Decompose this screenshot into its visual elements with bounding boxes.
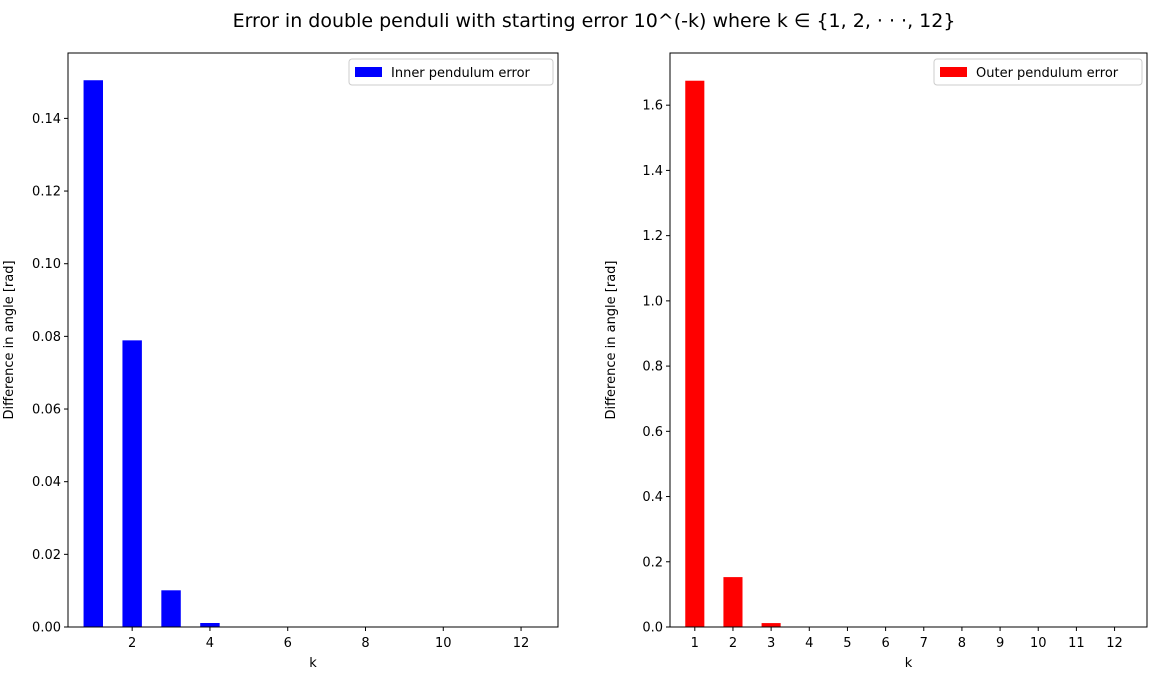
legend-label: Inner pendulum error	[391, 66, 531, 81]
legend-box	[348, 58, 554, 86]
y-tick-label: 0.10	[32, 257, 61, 272]
plot-frame	[67, 52, 559, 628]
bar	[200, 623, 220, 627]
y-tick-label: 0.02	[32, 548, 61, 563]
x-tick-label: 10	[1030, 636, 1047, 651]
x-tick-label: 4	[206, 636, 214, 651]
bar	[122, 340, 142, 627]
x-tick-label: 8	[361, 636, 369, 651]
inner-pendulum-chart: 0.00 0.02 0.04 0.06 0.08 0.10 0.12 0.14 2 4 6 8 10 12…	[2, 52, 559, 671]
bar	[761, 623, 781, 627]
plot-frame	[669, 52, 1148, 628]
legend-swatch	[355, 67, 382, 77]
y-tick-label: 1.4	[642, 164, 663, 179]
y-tick-label: 1.0	[642, 294, 663, 309]
y-tick-label: 1.6	[642, 99, 663, 114]
y-tick-label: 0.08	[32, 330, 61, 345]
y-tick-label: 0.4	[642, 490, 663, 505]
y-tick-label: 1.2	[642, 229, 663, 244]
y-tick-label: 0.14	[32, 112, 61, 127]
bar	[83, 80, 103, 628]
y-tick-label: 0.04	[32, 475, 61, 490]
x-tick-label: 5	[843, 636, 851, 651]
bar	[685, 80, 705, 628]
legend-box	[933, 58, 1143, 86]
x-tick-label: 2	[128, 636, 136, 651]
x-tick-label: 12	[513, 636, 530, 651]
bar	[723, 577, 743, 627]
legend-label: Outer pendulum error	[976, 66, 1119, 81]
x-tick-label: 3	[767, 636, 775, 651]
y-tick-label: 0.8	[642, 360, 663, 375]
y-tick-label: 0.12	[32, 185, 61, 200]
y-tick-label: 0.00	[32, 621, 61, 636]
x-tick-label: 9	[996, 636, 1004, 651]
y-tick-label: 0.6	[642, 425, 663, 440]
x-tick-label: 4	[805, 636, 813, 651]
x-tick-label: 12	[1106, 636, 1123, 651]
outer-pendulum-chart: 0.00.20.40.60.81.01.21.41.61 2 3 4 5 6 7 8 9 10 11…	[604, 52, 1148, 671]
y-tick-label: 0.0	[642, 621, 663, 636]
x-tick-label: 7	[920, 636, 928, 651]
x-tick-label: 10	[435, 636, 452, 651]
y-tick-label: 0.2	[642, 555, 663, 570]
legend-swatch	[940, 67, 967, 77]
bar	[161, 590, 181, 627]
x-tick-label: 11	[1068, 636, 1085, 651]
x-tick-label: 8	[958, 636, 966, 651]
y-tick-label: 0.06	[32, 403, 61, 418]
x-tick-label: 6	[284, 636, 292, 651]
x-tick-label: 6	[881, 636, 889, 651]
x-axis-label: k	[309, 656, 317, 671]
x-tick-label: 2	[729, 636, 737, 651]
x-tick-label: 1	[691, 636, 699, 651]
figure-title: Error in double penduli with starting er…	[233, 10, 956, 32]
x-axis-label: k	[905, 656, 913, 671]
y-axis-label: Difference in angle [rad]	[604, 260, 619, 419]
y-axis-label: Difference in angle [rad]	[2, 260, 17, 419]
